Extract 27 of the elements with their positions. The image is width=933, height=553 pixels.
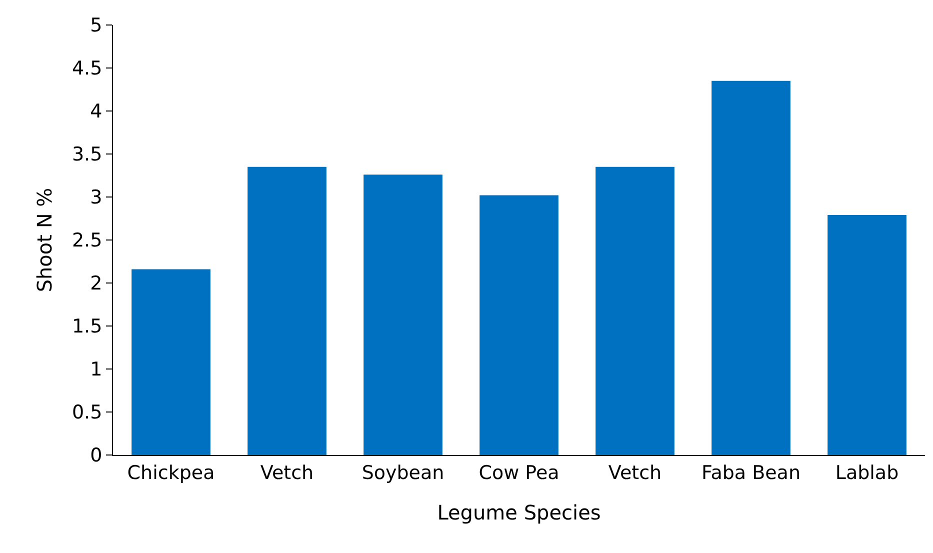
x-axis-title: Legume Species xyxy=(437,500,601,524)
bar xyxy=(364,174,442,455)
y-tick-label: 3 xyxy=(90,186,102,209)
x-tick-label: Vetch xyxy=(260,462,314,484)
x-tick-label: Soybean xyxy=(362,462,444,484)
x-tick-label: Lablab xyxy=(835,462,899,484)
y-tick-label: 4.5 xyxy=(72,58,102,80)
x-tick-label: Faba Bean xyxy=(702,462,800,484)
x-tick-label: Vetch xyxy=(608,462,662,484)
bar xyxy=(828,215,906,455)
y-tick-label: 1 xyxy=(90,358,102,381)
bar xyxy=(596,166,674,455)
y-axis-title: Shoot N % xyxy=(32,188,56,292)
y-tick-label: 1.5 xyxy=(72,316,102,338)
bar xyxy=(132,269,210,455)
y-tick-label: 4 xyxy=(90,100,102,123)
x-tick-label: Cow Pea xyxy=(478,462,560,484)
x-tick-label: Chickpea xyxy=(127,462,215,484)
y-tick-label: 0.5 xyxy=(72,402,102,424)
y-tick-label: 0 xyxy=(90,444,102,467)
y-tick-label: 2.5 xyxy=(72,230,102,252)
bar xyxy=(480,195,558,455)
y-tick-label: 2 xyxy=(90,272,102,295)
y-tick-label: 5 xyxy=(90,14,102,37)
bar xyxy=(712,80,790,455)
y-tick-label: 3.5 xyxy=(72,144,102,166)
bar xyxy=(248,166,326,455)
